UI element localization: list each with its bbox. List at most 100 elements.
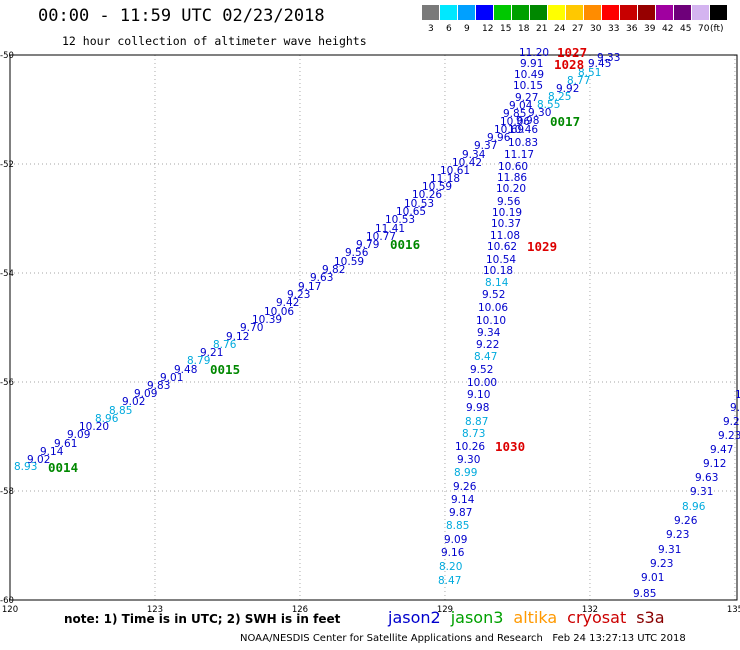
time-marker: 1028 — [554, 57, 584, 72]
swh-observation: 10.46 — [508, 124, 538, 136]
swh-observation: 11.41 — [375, 223, 405, 235]
swh-observation: 10.06 — [264, 306, 294, 318]
legend-swatch — [674, 5, 691, 20]
swh-observation: 9. — [730, 402, 740, 414]
swh-observation: 9.16 — [441, 547, 465, 559]
swh-observation: 9.33 — [597, 52, 620, 64]
swh-observation: 9.02 — [122, 396, 145, 408]
satellite-label: cryosat — [567, 608, 627, 627]
lon-tick-label: 132 — [582, 605, 598, 615]
swh-observation: 10.83 — [508, 137, 538, 149]
swh-observation: 8.76 — [213, 339, 237, 351]
swh-observation: 8.87 — [465, 416, 488, 428]
swh-observation: 8.96 — [682, 501, 706, 513]
satellite-label: jason2 — [388, 608, 441, 627]
swh-observation: 9.12 — [226, 331, 249, 343]
swh-observation: 10.69 — [494, 124, 524, 136]
swh-observation: 9.82 — [322, 264, 345, 276]
swh-observation: 10.06 — [478, 302, 508, 314]
swh-observation: 9.63 — [695, 472, 718, 484]
legend-label: 36 — [626, 24, 638, 34]
legend-swatch — [530, 5, 547, 20]
swh-observation: 9.10 — [467, 389, 490, 401]
swh-observation: 9.34 — [477, 327, 501, 339]
swh-observation: 9.83 — [147, 380, 170, 392]
swh-observation: 10.62 — [487, 241, 517, 253]
swh-observation: 9.56 — [345, 247, 369, 259]
swh-observation: 9.27 — [515, 92, 538, 104]
credit-line: NOAA/NESDIS Center for Satellite Applica… — [240, 633, 686, 644]
swh-observation: 9.26 — [453, 481, 477, 493]
swh-observation: 11.20 — [519, 47, 549, 59]
legend-swatch — [620, 5, 637, 20]
swh-observation: 9.70 — [240, 322, 263, 334]
swh-observation: 1 — [735, 389, 740, 401]
swh-observation: 9.22 — [476, 339, 499, 351]
legend-swatch — [422, 5, 439, 20]
legend-swatch — [476, 5, 493, 20]
swh-observation: 9.45 — [588, 58, 611, 70]
swh-observation: 8.85 — [109, 405, 132, 417]
swh-observation: 8.20 — [439, 561, 462, 573]
legend-label: 18 — [518, 24, 530, 34]
swh-observation: 9.98 — [466, 402, 489, 414]
swh-observation: 9.14 — [451, 494, 475, 506]
legend-label: 12 — [482, 24, 494, 34]
swh-observation: 9.98 — [516, 115, 539, 127]
swh-observation: 8.96 — [95, 413, 119, 425]
legend-label: 3 — [428, 24, 434, 34]
legend-swatch — [638, 5, 655, 20]
swh-observation: 9.02 — [27, 454, 50, 466]
legend-label: 15 — [500, 24, 512, 34]
swh-observation: 9.04 — [509, 100, 533, 112]
swh-observation: 9.52 — [470, 364, 493, 376]
swh-observation: 10.65 — [396, 206, 426, 218]
swh-observation: 10.18 — [483, 265, 513, 277]
swh-observation: 9.09 — [67, 429, 90, 441]
swh-observation: 10.10 — [476, 315, 506, 327]
swh-observation: 9.23 — [287, 289, 310, 301]
lat-tick-label: -60 — [0, 596, 14, 606]
swh-observation: 8.47 — [438, 575, 461, 587]
legend-swatch — [656, 5, 673, 20]
legend-swatch — [548, 5, 565, 20]
swh-observation: 11.86 — [497, 172, 527, 184]
swh-observation: 8.55 — [537, 99, 560, 111]
legend-swatch — [584, 5, 601, 20]
swh-observation: 10.39 — [252, 314, 282, 326]
legend-swatch — [494, 5, 511, 20]
lon-tick-label: 120 — [2, 605, 18, 615]
swh-observation: 8.77 — [567, 75, 590, 87]
map-frame — [9, 54, 738, 601]
swh-observation: 9.92 — [556, 83, 579, 95]
map-axes: 120 123 126 129 132 135 -50 -52 -54 -56 -58 -60 — [0, 51, 740, 615]
satellite-label: altika — [513, 608, 558, 627]
swh-observation: 9.63 — [310, 272, 333, 284]
swh-observation: 9.26 — [674, 515, 698, 527]
swh-observation: 11.17 — [504, 149, 534, 161]
swh-observation: 10.61 — [440, 165, 470, 177]
lon-tick-label: 123 — [147, 605, 163, 615]
swh-observation: 10.60 — [498, 161, 528, 173]
swh-observation: 10.77 — [366, 231, 396, 243]
swh-observation: 9.30 — [457, 454, 480, 466]
swh-observation: 9.85 — [503, 108, 526, 120]
swh-observation: 9.30 — [528, 107, 551, 119]
satellite-label: s3a — [636, 608, 665, 627]
swh-observation: 9.2 — [723, 416, 740, 428]
legend-label: 70 — [698, 24, 710, 34]
swh-observation: 8.93 — [14, 461, 37, 473]
time-marker: 1029 — [527, 239, 557, 254]
lat-tick-label: -52 — [0, 160, 14, 170]
swh-observation: 10.53 — [404, 198, 434, 210]
legend-swatch — [512, 5, 529, 20]
legend-label: 30 — [590, 24, 602, 34]
swh-observation: 9.91 — [520, 58, 543, 70]
swh-observation: 9.34 — [462, 149, 486, 161]
time-marker: 1030 — [495, 439, 525, 454]
legend-label: 6 — [446, 24, 452, 34]
swh-observation: 11.08 — [490, 230, 520, 242]
swh-observation: 8.85 — [446, 520, 469, 532]
swh-observation: 9.09 — [444, 534, 467, 546]
